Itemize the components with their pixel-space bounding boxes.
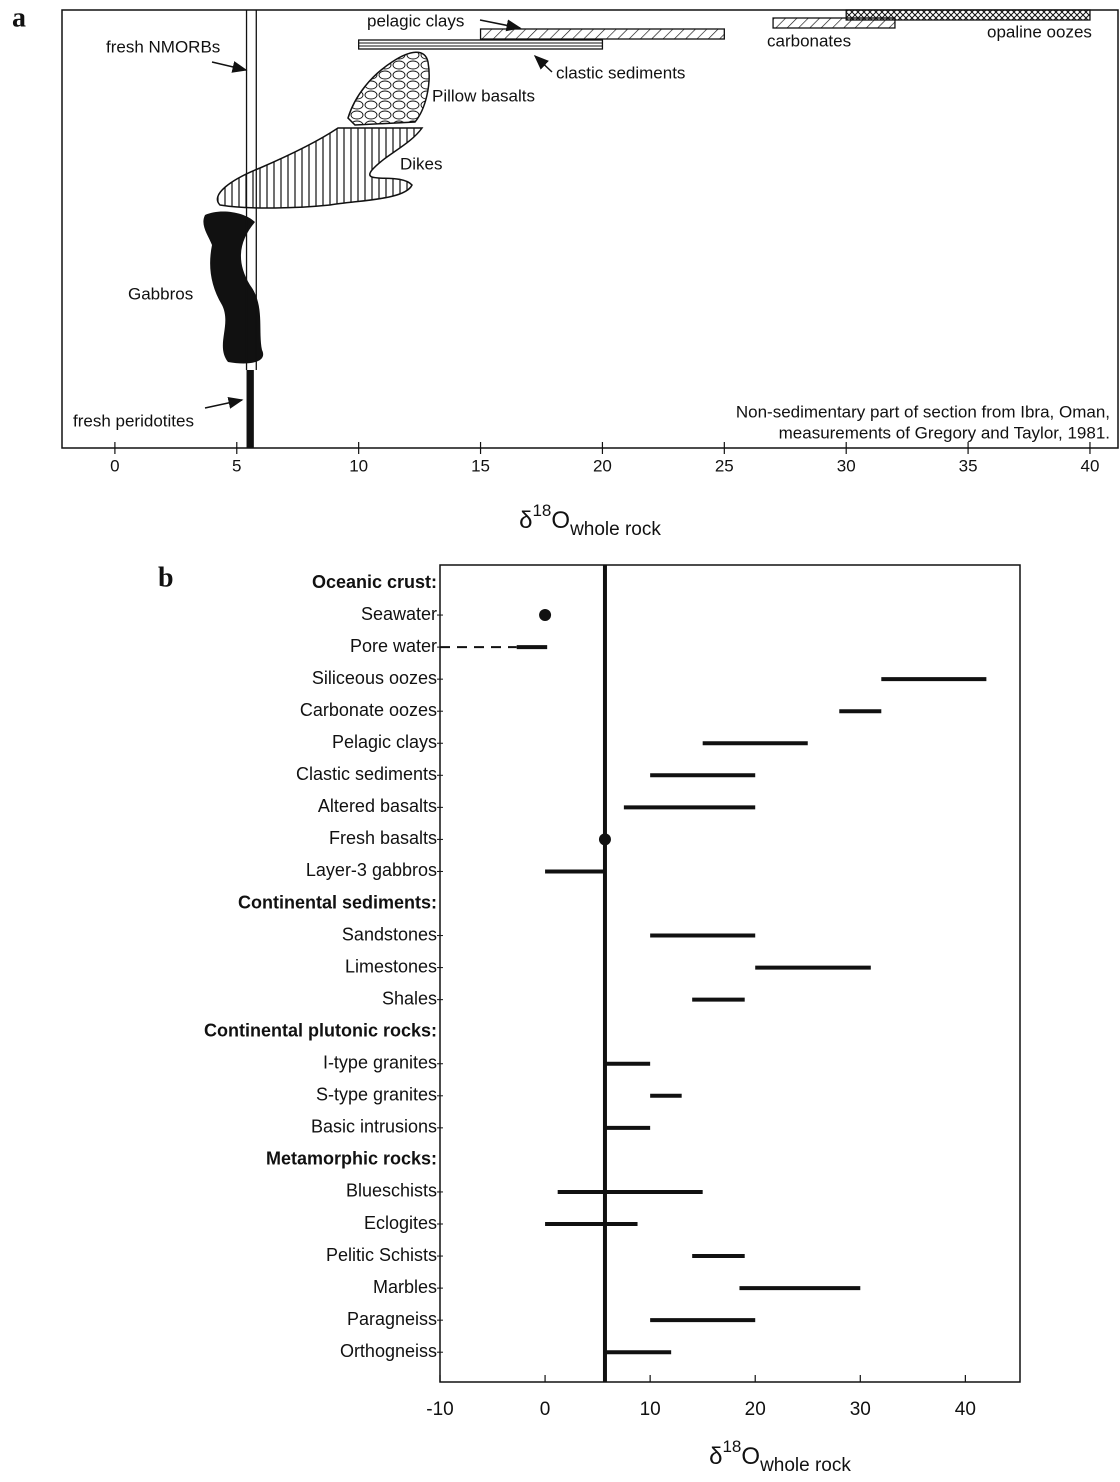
point — [539, 609, 552, 622]
arrow — [204, 396, 244, 409]
row-label: Siliceous oozes — [312, 668, 437, 688]
x-tick-label: -10 — [426, 1399, 453, 1420]
feature-label: fresh peridotites — [73, 411, 194, 430]
annotation: measurements of Gregory and Taylor, 1981… — [779, 423, 1110, 442]
row-label: Basic intrusions — [311, 1117, 437, 1137]
x-tick-label: 0 — [540, 1399, 551, 1420]
dikes-shape — [216, 127, 424, 209]
x-axis-label: δ18Owhole rock — [709, 1437, 851, 1476]
row-label: Continental sediments: — [238, 892, 437, 912]
x-tick-label: 40 — [955, 1399, 976, 1420]
x-label-delta: δ — [709, 1443, 722, 1470]
x-label-sub: whole rock — [569, 519, 661, 540]
x-tick-label: 5 — [232, 456, 241, 475]
x-label-sup: 18 — [722, 1437, 741, 1456]
sediment-label: clastic sediments — [556, 63, 685, 82]
x-label-delta: δ — [519, 507, 532, 534]
point — [598, 833, 611, 846]
feature-label: fresh NMORBs — [106, 37, 220, 56]
row-label: Carbonate oozes — [300, 700, 437, 720]
sediment-label: carbonates — [767, 31, 851, 50]
row-label: Paragneiss — [347, 1309, 437, 1329]
row-label: Altered basalts — [318, 796, 437, 816]
x-label-o: O — [741, 1443, 760, 1470]
row-label: Clastic sediments — [296, 764, 437, 784]
unit-label: Gabbros — [128, 284, 193, 303]
x-label-sup: 18 — [532, 501, 551, 520]
plot-frame — [439, 564, 1021, 1383]
x-tick-label: 20 — [593, 456, 612, 475]
sediment-range — [358, 39, 604, 50]
row-label: Pore water — [350, 636, 437, 656]
arrow — [479, 19, 522, 32]
row-label: Pelagic clays — [332, 732, 437, 752]
sediment-label: opaline oozes — [987, 22, 1092, 41]
x-tick-label: 20 — [745, 1399, 766, 1420]
x-tick-label: 25 — [715, 456, 734, 475]
arrow — [533, 54, 553, 73]
plot-frame — [61, 9, 1119, 449]
x-axis-label: δ18Owhole rock — [519, 501, 661, 540]
row-label: Marbles — [373, 1277, 437, 1297]
x-tick-label: 40 — [1081, 456, 1100, 475]
row-label: I-type granites — [323, 1053, 437, 1073]
x-label-sub: whole rock — [759, 1455, 851, 1476]
sediment-range — [772, 17, 896, 29]
row-label: Metamorphic rocks: — [266, 1149, 437, 1169]
pillow-basalts-shape — [347, 51, 430, 126]
x-tick-label: 10 — [640, 1399, 661, 1420]
row-label: Eclogites — [364, 1213, 437, 1233]
sediment-label: pelagic clays — [367, 11, 464, 30]
row-label: Sandstones — [342, 924, 437, 944]
peridotite-bar — [246, 370, 254, 448]
panel-label: a — [12, 2, 26, 33]
row-label: Fresh basalts — [329, 828, 437, 848]
row-label: S-type granites — [316, 1085, 437, 1105]
gabbros-shape — [203, 211, 264, 364]
sediment-range — [845, 9, 1091, 21]
x-tick-label: 30 — [850, 1399, 871, 1420]
x-tick-label: 30 — [837, 456, 856, 475]
x-tick-label: 0 — [110, 456, 119, 475]
row-label: Limestones — [345, 956, 437, 976]
row-label: Continental plutonic rocks: — [204, 1020, 437, 1040]
unit-label: Dikes — [400, 154, 443, 173]
unit-label: Pillow basalts — [432, 86, 535, 105]
x-label-o: O — [551, 507, 570, 534]
panel-label: b — [158, 562, 174, 593]
row-label: Orthogneiss — [340, 1341, 437, 1361]
row-label: Blueschists — [346, 1181, 437, 1201]
row-label: Layer-3 gabbros — [306, 860, 437, 880]
row-label: Shales — [382, 988, 437, 1008]
row-label: Seawater — [361, 604, 437, 624]
arrow — [211, 61, 248, 73]
annotation: Non-sedimentary part of section from Ibr… — [736, 402, 1110, 421]
x-tick-label: 35 — [959, 456, 978, 475]
sediment-range — [479, 28, 725, 40]
x-tick-label: 15 — [471, 456, 490, 475]
x-tick-label: 10 — [349, 456, 368, 475]
row-label: Pelitic Schists — [326, 1245, 437, 1265]
row-label: Oceanic crust: — [312, 572, 437, 592]
